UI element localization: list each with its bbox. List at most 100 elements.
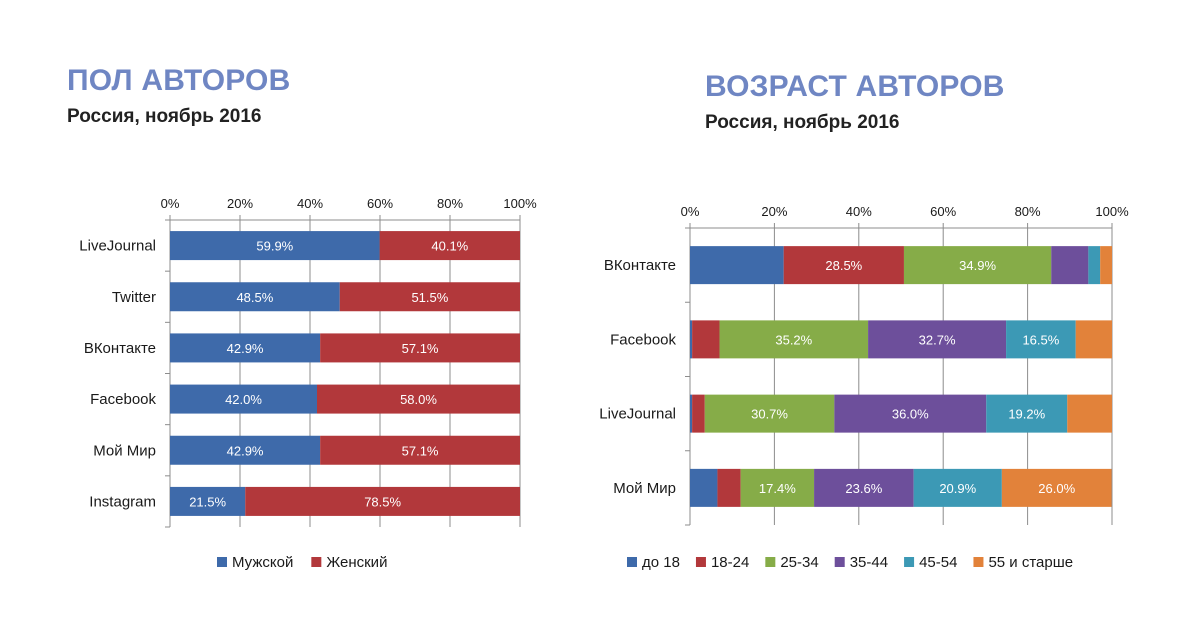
data-label: 57.1% xyxy=(402,341,439,356)
bar-segment xyxy=(690,468,718,507)
legend-swatch xyxy=(973,557,984,567)
legend-swatch xyxy=(217,557,227,567)
data-label: 42.0% xyxy=(225,392,262,407)
bar-segment xyxy=(1075,320,1112,359)
legend-label: до 18 xyxy=(642,554,680,571)
legend-swatch xyxy=(904,557,915,567)
bar-segment xyxy=(1051,246,1089,285)
data-label: 59.9% xyxy=(256,239,293,254)
x-tick-label: 20% xyxy=(761,204,787,219)
data-label: 16.5% xyxy=(1022,332,1059,347)
bar-segment xyxy=(1001,468,1112,507)
bar-segment xyxy=(740,468,815,507)
legend-label: 45-54 xyxy=(919,554,957,571)
data-label: 30.7% xyxy=(751,407,788,422)
category-label: ВКонтакте xyxy=(604,257,676,274)
bar-segment xyxy=(170,231,380,261)
bar-segment xyxy=(320,435,520,465)
data-label: 34.9% xyxy=(959,258,996,273)
category-label: LiveJournal xyxy=(79,238,156,255)
bar-segment xyxy=(692,320,720,359)
x-tick-label: 40% xyxy=(297,196,323,211)
x-tick-label: 80% xyxy=(1015,204,1041,219)
bar-segment xyxy=(704,394,835,433)
bar-segment xyxy=(1006,320,1076,359)
legend-label: 35-44 xyxy=(850,554,888,571)
bar-segment xyxy=(170,282,340,312)
age-chart-title: ВОЗРАСТ АВТОРОВ xyxy=(705,70,1005,103)
legend-swatch xyxy=(834,557,845,567)
bar-segment xyxy=(690,246,784,285)
legend-swatch xyxy=(695,557,706,567)
bar-segment xyxy=(170,486,246,516)
data-label: 19.2% xyxy=(1008,407,1045,422)
category-label: Facebook xyxy=(90,391,156,408)
data-label: 42.9% xyxy=(227,341,264,356)
bar-segment xyxy=(868,320,1007,359)
data-label: 23.6% xyxy=(845,481,882,496)
data-label: 32.7% xyxy=(919,332,956,347)
bar-segment xyxy=(692,394,705,433)
data-label: 57.1% xyxy=(402,443,439,458)
bar-segment xyxy=(719,320,869,359)
legend-label: 18-24 xyxy=(711,554,749,571)
bar-segment xyxy=(1088,246,1101,285)
bar-segment xyxy=(379,231,520,261)
legend-swatch xyxy=(627,557,637,567)
gender-chart-subtitle: Россия, ноябрь 2016 xyxy=(67,106,262,127)
bar-segment xyxy=(814,468,914,507)
x-tick-label: 0% xyxy=(681,204,700,219)
bar-segment xyxy=(1067,394,1112,433)
bar-segment xyxy=(717,468,741,507)
bar-segment xyxy=(339,282,520,312)
bar-segment xyxy=(690,320,693,359)
legend-label: Женский xyxy=(326,554,387,571)
data-label: 17.4% xyxy=(759,481,796,496)
category-label: Мой Мир xyxy=(93,442,156,459)
legend-label: 25-34 xyxy=(780,554,818,571)
data-label: 36.0% xyxy=(892,407,929,422)
bar-segment xyxy=(317,384,520,414)
data-label: 51.5% xyxy=(411,290,448,305)
x-tick-label: 60% xyxy=(367,196,393,211)
legend-label: Мужской xyxy=(232,554,293,571)
legend-swatch xyxy=(311,557,322,567)
data-label: 26.0% xyxy=(1038,481,1075,496)
data-label: 20.9% xyxy=(939,481,976,496)
data-label: 58.0% xyxy=(400,392,437,407)
category-label: Instagram xyxy=(89,493,156,510)
age-chart-subtitle: Россия, ноябрь 2016 xyxy=(705,112,900,133)
gender-panel: ПОЛ АВТОРОВ Россия, ноябрь 2016 0% 20% 40%… xyxy=(67,64,537,571)
category-label: Facebook xyxy=(610,331,676,348)
bar-segment xyxy=(913,468,1002,507)
data-label: 28.5% xyxy=(825,258,862,273)
bar-segment xyxy=(690,394,693,433)
x-tick-label: 100% xyxy=(1095,204,1129,219)
x-tick-label: 20% xyxy=(227,196,253,211)
data-label: 40.1% xyxy=(431,239,468,254)
bar-segment xyxy=(834,394,987,433)
category-label: Twitter xyxy=(112,289,156,306)
bar-segment xyxy=(170,333,321,363)
x-tick-label: 80% xyxy=(437,196,463,211)
bar-segment xyxy=(1100,246,1112,285)
bar-segment xyxy=(903,246,1052,285)
data-label: 21.5% xyxy=(189,494,226,509)
x-tick-label: 100% xyxy=(503,196,537,211)
bar-segment xyxy=(783,246,904,285)
age-panel: ВОЗРАСТ АВТОРОВ Россия, ноябрь 2016 0% 20… xyxy=(599,0,1200,625)
legend-label: 55 и старше xyxy=(988,554,1073,571)
bar-segment xyxy=(170,384,317,414)
x-tick-label: 0% xyxy=(161,196,180,211)
gender-chart: 0% 20% 40% 60% 80% 100% LiveJournal 59.9% 40.1% T… xyxy=(79,196,537,571)
bar-segment xyxy=(245,486,520,516)
category-label: LiveJournal xyxy=(599,406,676,423)
gender-chart-title: ПОЛ АВТОРОВ xyxy=(67,64,291,97)
category-label: ВКонтакте xyxy=(84,340,156,357)
x-tick-label: 40% xyxy=(846,204,872,219)
data-label: 35.2% xyxy=(775,332,812,347)
x-tick-label: 60% xyxy=(930,204,956,219)
bar-segment xyxy=(986,394,1068,433)
legend-swatch xyxy=(765,557,776,567)
age-chart: 0% 20% 40% 60% 80% 100% ВКонтакте 28.5% 34.9% Fac… xyxy=(599,204,1129,571)
